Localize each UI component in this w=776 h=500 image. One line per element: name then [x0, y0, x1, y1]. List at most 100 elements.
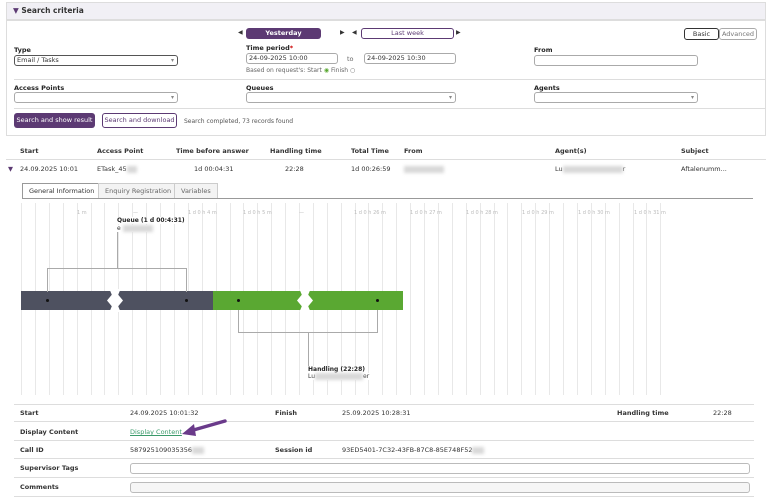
timeline-tick-label: 1 m: [77, 210, 87, 216]
search-show-result-button[interactable]: Search and show result: [14, 113, 95, 128]
access-points-label: Access Points: [14, 84, 65, 92]
search-criteria-panel: ▼ Search criteria: [6, 2, 766, 136]
display-content-label: Display Content: [20, 428, 79, 436]
divider: [14, 421, 754, 422]
row-subject: Aftalenumm...: [681, 165, 727, 173]
timeline-tick-label: —: [133, 210, 138, 216]
handling-end-point: [376, 299, 379, 302]
queue-start-point: [46, 299, 49, 302]
prev-period-icon[interactable]: ◀: [352, 29, 357, 36]
type-label: Type: [14, 46, 31, 54]
agents-select[interactable]: [534, 92, 698, 103]
tab-variables[interactable]: Variables: [174, 183, 218, 198]
prev-period-icon[interactable]: ◀: [238, 29, 243, 36]
session-id-label: Session id: [275, 446, 313, 454]
advanced-button[interactable]: Advanced: [719, 28, 757, 40]
time-from-input[interactable]: 24-09-2025 10:00: [246, 53, 338, 64]
col-subject[interactable]: Subject: [681, 147, 709, 155]
timeline-tick-label: 1 d 0 h 27 m: [410, 210, 442, 216]
queue-end-point: [185, 299, 188, 302]
timeline-gridline: [619, 203, 620, 395]
type-select[interactable]: Email / Tasks: [14, 55, 178, 66]
queues-label: Queues: [246, 84, 274, 92]
timeline-gridline: [410, 203, 411, 395]
timeline-tick-label: 1 d 0 h 26 m: [354, 210, 386, 216]
queue-sublabel: e: [117, 225, 153, 232]
timeline-tick-label: 1 d 0 h 31 m: [634, 210, 666, 216]
access-points-select[interactable]: [14, 92, 178, 103]
timeline-tick-label: 1 d 0 h 30 m: [578, 210, 610, 216]
timeline-gridline: [549, 203, 550, 395]
to-label: to: [347, 55, 354, 63]
handling-bracket: [238, 310, 378, 333]
next-period-icon[interactable]: ▶: [340, 29, 345, 36]
call-id-value: 587925109035356: [130, 446, 205, 454]
start-radio[interactable]: ◉: [323, 67, 330, 74]
expand-icon[interactable]: ▼: [8, 165, 13, 173]
search-criteria-header[interactable]: ▼ Search criteria: [7, 3, 765, 21]
timeline-gridline: [521, 203, 522, 395]
col-agents[interactable]: Agent(s): [555, 147, 587, 155]
tab-general-information[interactable]: General Information: [22, 183, 102, 199]
next-period-icon[interactable]: ▶: [456, 29, 461, 36]
divider: [14, 458, 754, 459]
call-id-label: Call ID: [20, 446, 44, 454]
tabs-divider: [22, 198, 753, 199]
time-period-label: Time period*: [246, 44, 294, 52]
col-handling-time[interactable]: Handling time: [270, 147, 322, 155]
search-download-button[interactable]: Search and download: [102, 113, 177, 128]
col-access-point[interactable]: Access Point: [97, 147, 144, 155]
timeline-gridline: [633, 203, 634, 395]
supervisor-tags-input[interactable]: [130, 463, 750, 474]
handling-sublabel: Lu er: [308, 373, 370, 380]
display-content-link[interactable]: Display Content: [130, 428, 182, 436]
collapse-icon[interactable]: ▼: [13, 6, 22, 15]
last-week-button[interactable]: Last week: [361, 28, 454, 39]
col-total-time[interactable]: Total Time: [351, 147, 389, 155]
col-from[interactable]: From: [404, 147, 423, 155]
timeline-gridline: [466, 203, 467, 395]
handling-time-label: Handling time: [617, 409, 669, 417]
yesterday-button[interactable]: Yesterday: [246, 28, 321, 39]
from-input[interactable]: [534, 55, 698, 66]
divider: [14, 79, 765, 80]
timeline-gridline: [535, 203, 536, 395]
comments-label: Comments: [20, 483, 59, 491]
divider: [14, 108, 765, 109]
handling-start-point: [237, 299, 240, 302]
time-to-input[interactable]: 24-09-2025 10:30: [364, 53, 456, 64]
row-handling-time: 22:28: [285, 165, 304, 173]
agents-label: Agents: [534, 84, 560, 92]
row-from: [404, 165, 444, 173]
supervisor-tags-label: Supervisor Tags: [20, 464, 79, 472]
handling-label: Handling (22:28): [308, 366, 365, 373]
tab-enquiry-registration[interactable]: Enquiry Registration: [98, 183, 179, 198]
comments-input[interactable]: [130, 482, 750, 493]
timeline-gridline: [507, 203, 508, 395]
row-agent: Lu r: [555, 165, 626, 173]
timeline-gridline: [646, 203, 647, 395]
timeline-gridline: [438, 203, 439, 395]
divider: [14, 404, 754, 405]
timeline-gridline: [577, 203, 578, 395]
handling-time-value: 22:28: [713, 409, 732, 417]
timeline-gridline: [591, 203, 592, 395]
divider: [14, 440, 754, 441]
timeline-gridline: [605, 203, 606, 395]
queue-connector: [117, 230, 118, 268]
finish-radio[interactable]: ○: [350, 67, 356, 74]
timeline-tick-label: 1 d 0 h 5 m: [243, 210, 272, 216]
start-label: Start: [20, 409, 39, 417]
basic-button[interactable]: Basic: [684, 28, 719, 40]
finish-label: Finish: [275, 409, 298, 417]
row-start: 24.09.2025 10:01: [20, 165, 79, 173]
divider: [6, 159, 766, 160]
timeline-tick-label: 1 d 0 h 4 m: [188, 210, 217, 216]
divider: [14, 496, 754, 497]
col-time-before-answer[interactable]: Time before answer: [176, 147, 249, 155]
timeline-gridline: [563, 203, 564, 395]
queues-select[interactable]: [246, 92, 456, 103]
queue-bracket: [47, 268, 187, 292]
col-start[interactable]: Start: [20, 147, 39, 155]
session-id-value: 93ED5401-7C32-43FB-87C8-85E748F52: [342, 446, 485, 454]
